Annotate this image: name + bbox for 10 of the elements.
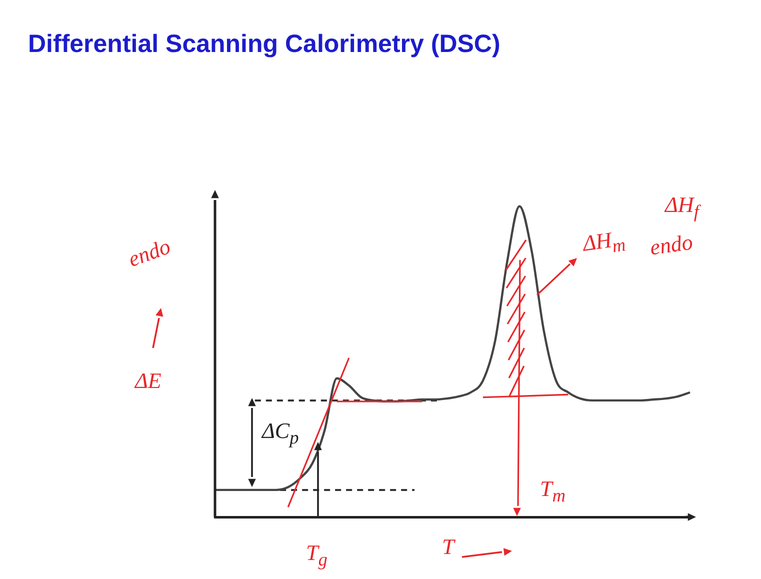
- annotation: ΔH$_{m}$: [581, 226, 627, 258]
- text: T$_{g}$: [306, 540, 328, 570]
- y-axis-title: ΔE: [135, 368, 162, 394]
- chart-title: Differential Scanning Calorimetry (DSC): [28, 30, 500, 59]
- annotation: ΔC$_{p}$: [262, 418, 299, 448]
- text: endo: [124, 233, 174, 273]
- annotation: endo: [648, 229, 694, 261]
- annotation: T$_{m}$: [540, 476, 566, 506]
- annotation: ΔH$_{f}$: [665, 192, 699, 222]
- x-axis-title: T: [442, 534, 454, 560]
